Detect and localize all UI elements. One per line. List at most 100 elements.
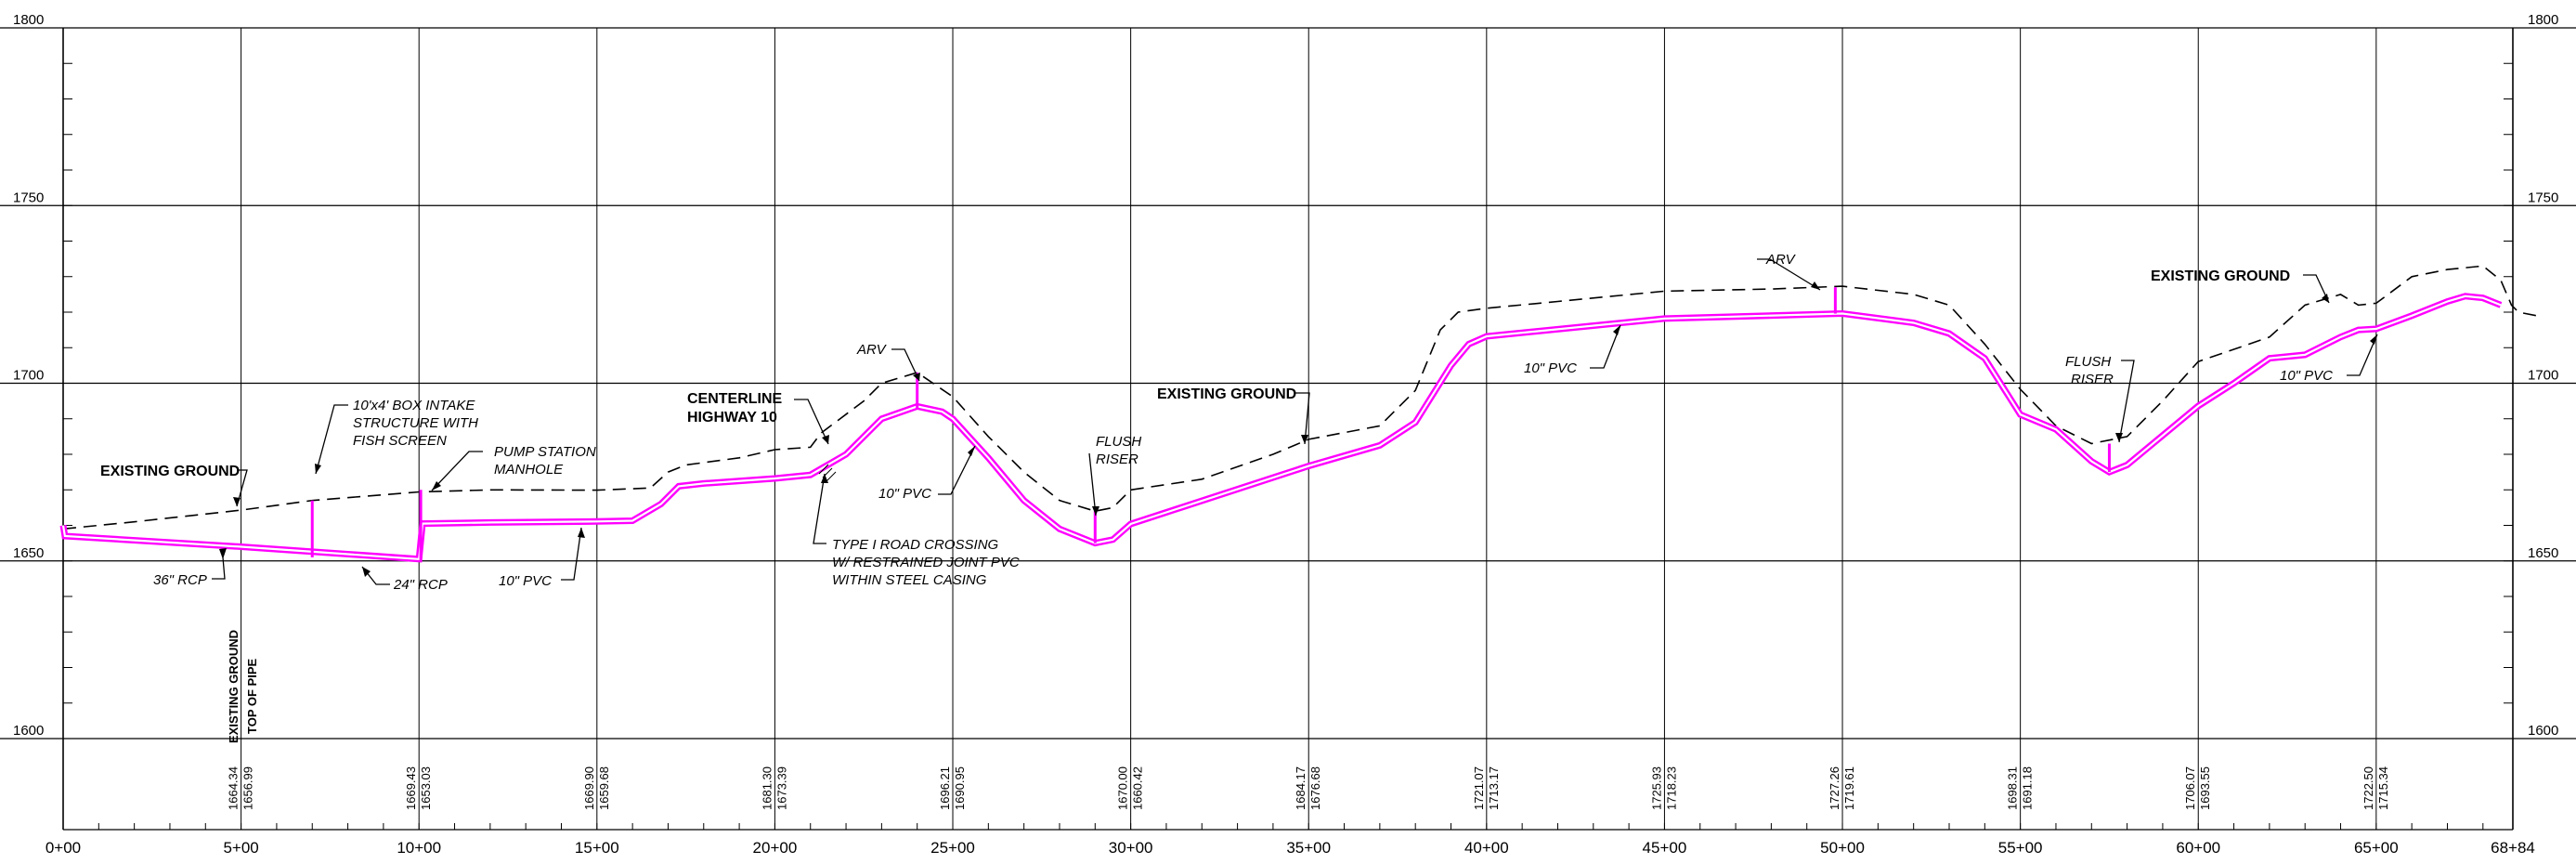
leader-36-rcp (212, 556, 226, 580)
label-10-pvc-3: 10" PVC (1524, 360, 1577, 376)
pipe-elevation-value: 1693.55 (2198, 766, 2212, 810)
leader-arv-2 (1757, 258, 1821, 291)
station-values: 1664.34 1656.99 1669.43 1653.03 1669.90 1659.… (227, 766, 2390, 810)
station-labels: 0+00 5+00 10+00 15+00 20+00 25+00 30+00 35+00 40… (46, 839, 2535, 857)
pipe-elevation-value: 1660.42 (1131, 766, 1145, 810)
label-centerline-line-2: HIGHWAY 10 (687, 410, 777, 425)
label-flush-riser-1-line-2: RISER (1096, 452, 1138, 467)
station-label-50+00: 50+00 (1820, 839, 1865, 857)
ground-elevation-value: 1722.50 (2361, 766, 2375, 810)
station-label-25+00: 25+00 (930, 839, 975, 857)
leader-road-crossing (813, 473, 826, 544)
leader-centerline (794, 399, 829, 445)
label-36-rcp: 36" RCP (153, 572, 207, 588)
pipe-elevation-value: 1690.95 (953, 766, 967, 810)
ground-elevation-value: 1684.17 (1294, 766, 1308, 810)
label-box-intake-line-3: FISH SCREEN (353, 433, 447, 449)
label-box-intake-line-1: 10'x4' BOX INTAKE (353, 398, 475, 413)
elevation-label-left-1600: 1600 (13, 723, 44, 739)
ground-elevation-value: 1725.93 (1649, 766, 1663, 810)
leader-flush-riser-2 (2118, 360, 2135, 443)
annotations (212, 258, 2378, 585)
station-label-35+00: 35+00 (1286, 839, 1331, 857)
label-centerline-line-1: CENTERLINE (687, 391, 783, 407)
pipe-elevation-value: 1656.99 (241, 766, 255, 810)
ground-elevation-value: 1670.00 (1116, 766, 1130, 810)
elevation-labels-left: 1600 1650 1700 1750 1800 (13, 12, 44, 739)
pipe-elevation-value: 1691.18 (2021, 766, 2035, 810)
label-pump-station-line-2: MANHOLE (494, 462, 564, 478)
casing-hatch (818, 464, 837, 482)
elevation-label-right-1700: 1700 (2528, 368, 2558, 384)
ground-elevation-value: 1721.07 (1472, 766, 1486, 810)
leader-existing-ground-1 (236, 469, 248, 507)
ground-elevation-value: 1669.90 (582, 766, 596, 810)
label-box-intake-line-2: STRUCTURE WITH (353, 415, 478, 431)
leader-flush-riser-1 (1088, 452, 1097, 517)
elevation-label-right-1600: 1600 (2528, 723, 2558, 739)
pipe-elevation-value: 1719.61 (1842, 766, 1856, 810)
elevation-label-left-1700: 1700 (13, 368, 44, 384)
label-existing-ground-3: EXISTING GROUND (2151, 268, 2290, 284)
pipe-elevation-value: 1718.23 (1664, 766, 1678, 810)
label-road-crossing-line-3: WITHIN STEEL CASING (832, 572, 987, 588)
existing-ground-line (62, 265, 2537, 530)
ground-elevation-value: 1669.43 (404, 766, 418, 810)
ground-elevation-value: 1696.21 (938, 766, 952, 810)
leader-existing-ground-3 (2303, 274, 2330, 304)
station-label-68+84: 68+84 (2491, 839, 2535, 857)
pipe-elevation-value: 1673.39 (774, 766, 788, 810)
elevation-label-right-1650: 1650 (2528, 545, 2558, 561)
label-flush-riser-2-line-1: FLUSH (2065, 354, 2111, 370)
station-label-60+00: 60+00 (2176, 839, 2220, 857)
profile-grid (0, 27, 2576, 831)
profile-label-top-of-pipe: TOP OF PIPE (245, 659, 259, 734)
ground-elevation-value: 1664.34 (227, 766, 241, 810)
station-label-5+00: 5+00 (223, 839, 258, 857)
elevation-label-right-1750: 1750 (2528, 190, 2558, 205)
pipe-elevation-value: 1659.68 (597, 766, 611, 810)
label-existing-ground-2: EXISTING GROUND (1157, 386, 1296, 402)
leader-box-intake (315, 404, 348, 475)
leader-10-pvc-3 (1590, 324, 1621, 369)
station-label-20+00: 20+00 (753, 839, 798, 857)
elevation-label-right-1800: 1800 (2528, 12, 2558, 28)
leader-arv-1 (891, 348, 920, 382)
station-label-45+00: 45+00 (1643, 839, 1687, 857)
ground-elevation-value: 1698.31 (2006, 766, 2020, 810)
station-label-30+00: 30+00 (1109, 839, 1153, 857)
leader-pump-station (431, 451, 483, 491)
label-arv-1: ARV (856, 342, 888, 358)
ground-elevation-value: 1681.30 (760, 766, 774, 810)
arrowheads (219, 281, 2377, 577)
profile-label-existing-ground: EXISTING GROUND (227, 630, 241, 743)
station-label-55+00: 55+00 (1998, 839, 2043, 857)
station-label-15+00: 15+00 (575, 839, 619, 857)
minor-ticks (62, 27, 2513, 830)
ground-elevation-value: 1706.07 (2183, 766, 2197, 810)
pipe-elevation-value: 1715.34 (2376, 766, 2390, 810)
leader-10-pvc-2 (938, 445, 976, 495)
label-arv-2: ARV (1765, 252, 1797, 268)
leader-10-pvc-1 (561, 527, 582, 581)
pipe-elevation-value: 1676.68 (1308, 766, 1322, 810)
label-10-pvc-4: 10" PVC (2280, 368, 2333, 384)
station-label-10+00: 10+00 (397, 839, 441, 857)
leader-10-pvc-4 (2347, 334, 2378, 376)
label-10-pvc-2: 10" PVC (878, 486, 931, 502)
station-label-65+00: 65+00 (2354, 839, 2399, 857)
elevation-label-left-1800: 1800 (13, 12, 44, 28)
pipe-elevation-value: 1653.03 (419, 766, 433, 810)
label-10-pvc-1: 10" PVC (499, 573, 552, 589)
label-road-crossing-line-1: TYPE I ROAD CROSSING (832, 537, 999, 553)
label-flush-riser-2-line-2: RISER (2071, 372, 2114, 387)
station-label-0+00: 0+00 (46, 839, 81, 857)
label-flush-riser-1-line-1: FLUSH (1096, 434, 1141, 450)
label-pump-station-line-1: PUMP STATION (494, 444, 596, 460)
label-24-rcp: 24" RCP (393, 577, 448, 593)
ground-elevation-value: 1727.26 (1828, 766, 1841, 810)
pipe-inner-line (61, 295, 2502, 560)
station-label-40+00: 40+00 (1464, 839, 1509, 857)
elevation-labels-right: 1600 1650 1700 1750 1800 (2528, 12, 2558, 739)
